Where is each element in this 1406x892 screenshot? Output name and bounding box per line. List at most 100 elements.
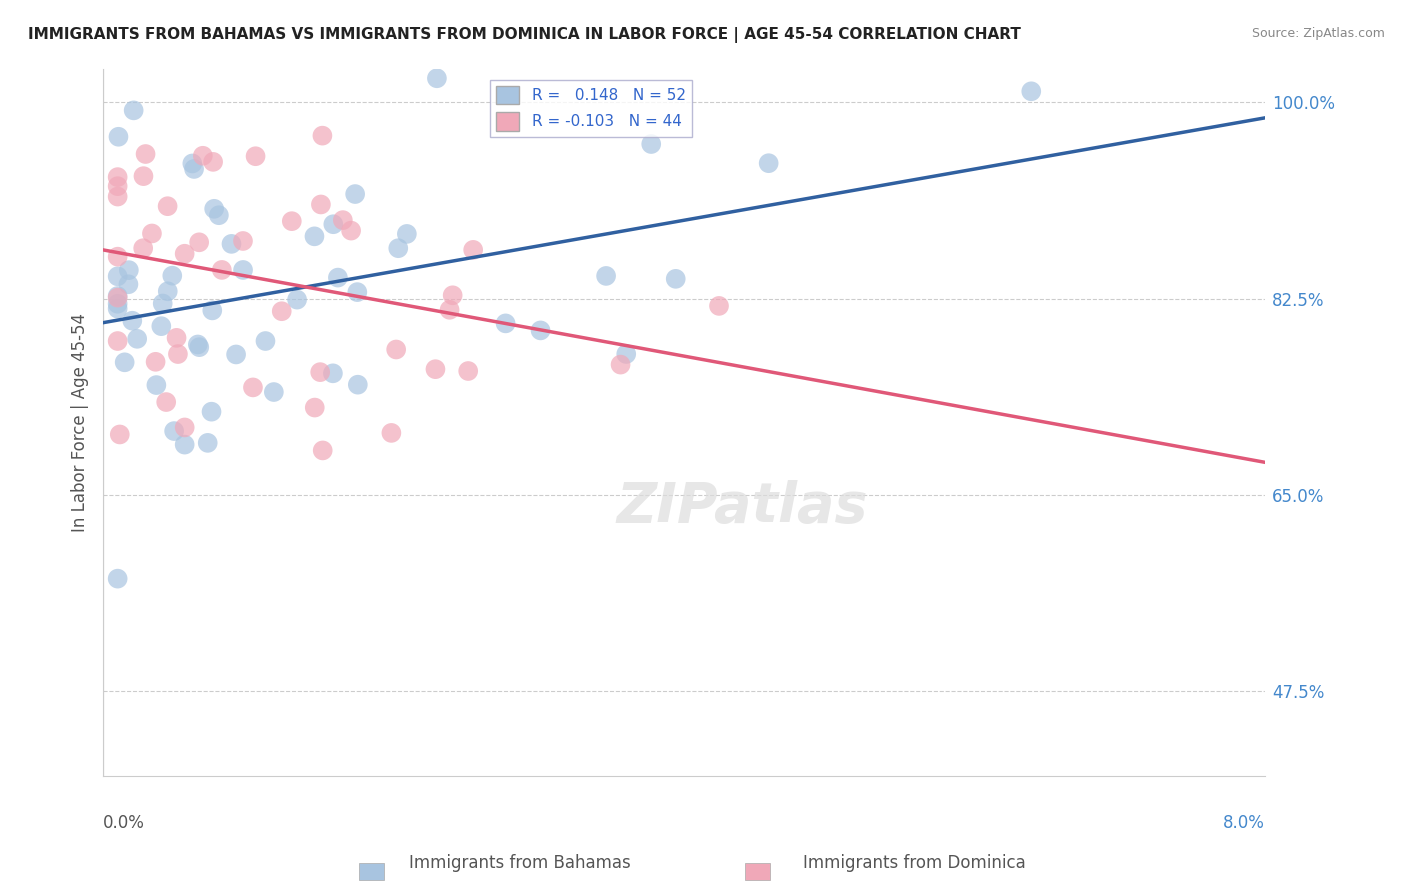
Point — [1019, 84, 1042, 98]
Point — [346, 377, 368, 392]
Point — [167, 347, 190, 361]
Point — [155, 395, 177, 409]
Point — [395, 227, 418, 241]
Point — [107, 170, 129, 185]
Point — [152, 296, 174, 310]
Point — [309, 365, 332, 379]
Point — [173, 420, 195, 434]
Point — [221, 236, 243, 251]
Point — [155, 29, 177, 44]
Point — [640, 136, 662, 151]
Point — [197, 435, 219, 450]
Point — [173, 437, 195, 451]
Point — [127, 332, 149, 346]
Text: Source: ZipAtlas.com: Source: ZipAtlas.com — [1251, 27, 1385, 40]
Point — [107, 269, 129, 284]
Point — [211, 263, 233, 277]
Point — [187, 337, 209, 351]
Point — [135, 147, 157, 161]
Point — [380, 425, 402, 440]
Point — [145, 378, 167, 392]
Point — [141, 227, 163, 241]
Point — [121, 314, 143, 328]
Point — [332, 213, 354, 227]
Text: ZIPatlas: ZIPatlas — [616, 480, 868, 533]
Point — [322, 217, 344, 231]
Point — [346, 285, 368, 299]
Point — [665, 272, 688, 286]
Point — [107, 189, 129, 203]
Point — [181, 156, 204, 170]
Point — [107, 572, 129, 586]
Point — [122, 103, 145, 118]
Point — [107, 129, 129, 144]
Text: IMMIGRANTS FROM BAHAMAS VS IMMIGRANTS FROM DOMINICA IN LABOR FORCE | AGE 45-54 C: IMMIGRANTS FROM BAHAMAS VS IMMIGRANTS FR… — [28, 27, 1021, 43]
Point — [285, 293, 308, 307]
Point — [166, 331, 188, 345]
Point — [107, 179, 129, 194]
Point — [758, 156, 780, 170]
Point — [156, 285, 179, 299]
Point — [132, 169, 155, 183]
Point — [108, 427, 131, 442]
Point — [183, 161, 205, 176]
Point — [188, 340, 211, 354]
Point — [441, 288, 464, 302]
Point — [439, 302, 461, 317]
Point — [188, 235, 211, 250]
Point — [387, 241, 409, 255]
Point — [270, 304, 292, 318]
Point — [385, 343, 408, 357]
Point — [529, 323, 551, 337]
Text: Immigrants from Dominica: Immigrants from Dominica — [803, 855, 1025, 872]
Point — [201, 303, 224, 318]
Point — [191, 149, 214, 163]
Text: 0.0%: 0.0% — [103, 814, 145, 832]
Point — [322, 367, 344, 381]
Point — [457, 364, 479, 378]
Point — [132, 241, 155, 255]
Point — [326, 270, 349, 285]
Point — [281, 214, 304, 228]
Point — [707, 299, 730, 313]
Point — [245, 149, 267, 163]
Point — [117, 277, 139, 292]
Point — [340, 224, 363, 238]
Point — [225, 347, 247, 361]
Point — [425, 362, 447, 376]
Point — [463, 243, 485, 257]
Point — [263, 385, 285, 400]
Legend: R =   0.148   N = 52, R = -0.103   N = 44: R = 0.148 N = 52, R = -0.103 N = 44 — [491, 79, 692, 136]
Point — [107, 297, 129, 311]
Point — [107, 250, 129, 264]
Point — [312, 443, 335, 458]
Point — [163, 424, 186, 438]
Point — [200, 405, 222, 419]
Point — [107, 291, 129, 305]
Point — [107, 301, 129, 316]
Point — [114, 355, 136, 369]
Point — [202, 154, 225, 169]
Point — [118, 263, 141, 277]
Point — [311, 128, 333, 143]
Point — [304, 229, 326, 244]
Point — [208, 208, 231, 222]
Point — [145, 355, 167, 369]
Text: Immigrants from Bahamas: Immigrants from Bahamas — [409, 855, 631, 872]
Y-axis label: In Labor Force | Age 45-54: In Labor Force | Age 45-54 — [72, 312, 89, 532]
Point — [595, 268, 617, 283]
Text: 8.0%: 8.0% — [1223, 814, 1265, 832]
Point — [150, 319, 173, 334]
Point — [242, 380, 264, 394]
Point — [107, 334, 129, 348]
Point — [426, 71, 449, 86]
Point — [156, 199, 179, 213]
Point — [173, 246, 195, 260]
Point — [614, 347, 637, 361]
Point — [304, 401, 326, 415]
Point — [309, 197, 332, 211]
Point — [202, 202, 225, 216]
Point — [162, 268, 184, 283]
Point — [232, 263, 254, 277]
Point — [495, 317, 517, 331]
